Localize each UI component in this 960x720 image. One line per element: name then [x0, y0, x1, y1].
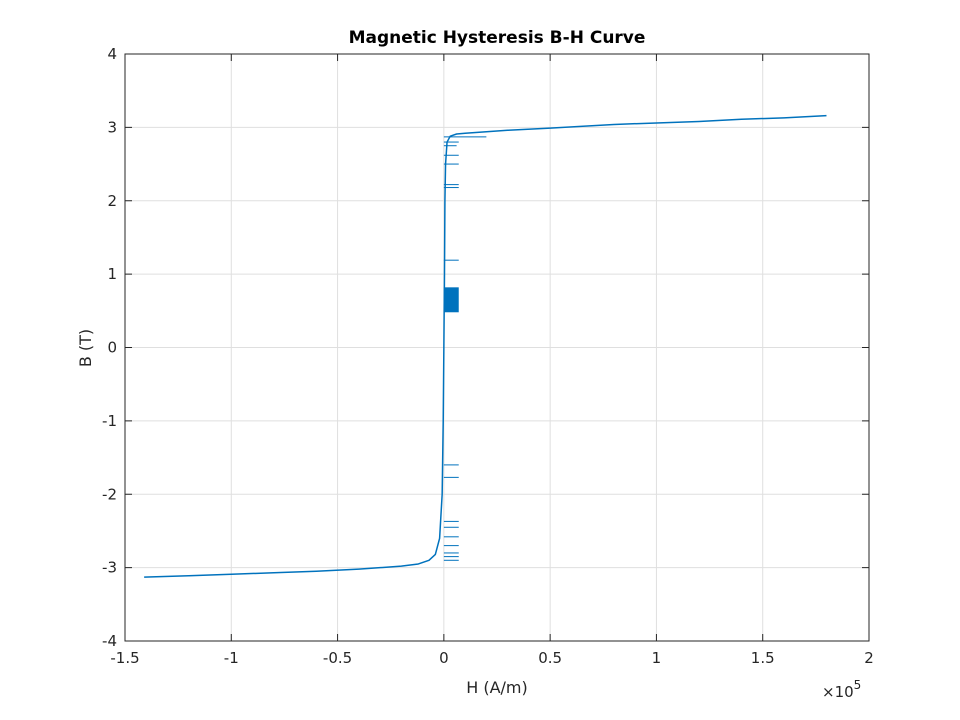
x-tick-label: 2 [864, 649, 874, 667]
y-tick-label: 1 [107, 265, 117, 283]
data-layer [144, 114, 827, 578]
x-axis-label: H (A/m) [466, 678, 528, 697]
dense-data-block [443, 287, 459, 313]
x-exponent-power: 5 [854, 678, 862, 692]
y-tick-label: 2 [107, 192, 117, 210]
x-tick-label: 1.5 [751, 649, 775, 667]
x-tick-label: 1 [652, 649, 662, 667]
y-tick-label: -3 [102, 559, 117, 577]
y-tick-label: -4 [102, 632, 117, 650]
y-tick-label: -1 [102, 412, 117, 430]
x-tick-label: -0.5 [323, 649, 352, 667]
y-tick-label: 3 [107, 118, 117, 136]
y-axis-label: B (T) [76, 329, 95, 367]
y-tick-label: 0 [107, 339, 117, 357]
y-tick-label: 4 [107, 45, 117, 63]
x-tick-label: -1.5 [110, 649, 139, 667]
chart-title: Magnetic Hysteresis B-H Curve [349, 28, 646, 48]
x-tick-label: -1 [224, 649, 239, 667]
series-line [144, 114, 827, 578]
ticks [124, 53, 870, 642]
x-exponent-label: ×105 [822, 678, 861, 701]
tick-labels: -1.5 -1 -0.5 0 0.5 1 1.5 2 -4 -3 -2 -1 0 1 2 3 4 [102, 45, 874, 667]
x-tick-label: 0 [439, 649, 449, 667]
x-exponent-base: ×10 [822, 683, 854, 701]
x-tick-label: 0.5 [538, 649, 562, 667]
y-tick-label: -2 [102, 485, 117, 503]
